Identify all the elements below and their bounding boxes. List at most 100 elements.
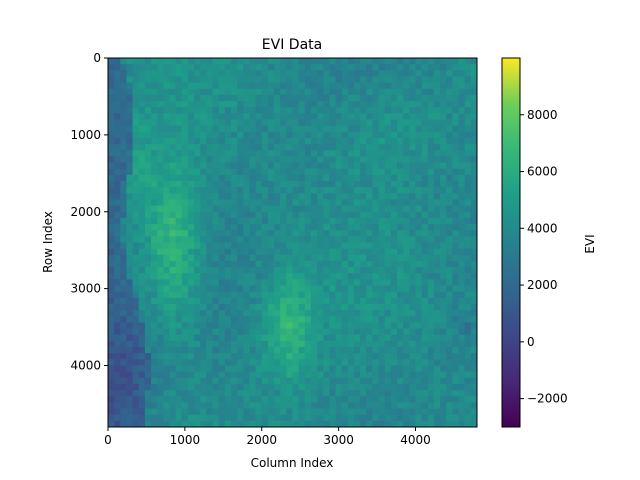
heatmap-cell <box>292 408 300 416</box>
heatmap-cell <box>427 408 435 416</box>
heatmap-cell <box>292 58 300 65</box>
heatmap-cell <box>390 125 398 133</box>
heatmap-cell <box>114 359 121 367</box>
heatmap-cell <box>403 174 410 182</box>
heatmap-cell <box>323 371 330 379</box>
heatmap-cell <box>218 390 226 397</box>
heatmap-cell <box>206 408 214 416</box>
heatmap-cell <box>237 390 244 397</box>
heatmap-cell <box>181 310 189 317</box>
heatmap-cell <box>218 420 226 427</box>
heatmap-cell <box>218 88 226 96</box>
heatmap-cell <box>274 377 281 385</box>
heatmap-cell <box>409 254 417 262</box>
heatmap-cell <box>120 217 128 225</box>
heatmap-cell <box>218 205 226 213</box>
heatmap-cell <box>372 248 380 256</box>
heatmap-cell <box>274 297 281 305</box>
heatmap-cell <box>323 144 330 151</box>
heatmap-cell <box>114 273 121 280</box>
heatmap-cell <box>433 107 441 114</box>
heatmap-cell <box>384 414 392 422</box>
heatmap-cell <box>261 390 269 397</box>
heatmap-cell <box>397 156 404 164</box>
heatmap-cell <box>317 328 324 336</box>
heatmap-cell <box>421 260 429 268</box>
heatmap-cell <box>255 248 263 256</box>
heatmap-cell <box>372 119 380 127</box>
heatmap-cell <box>157 156 164 164</box>
heatmap-cell <box>390 82 398 90</box>
heatmap-cell <box>218 211 226 219</box>
heatmap-cell <box>366 150 374 157</box>
heatmap-cell <box>440 119 447 127</box>
heatmap-cell <box>292 390 300 397</box>
heatmap-cell <box>470 150 477 157</box>
heatmap-cell <box>267 64 275 71</box>
heatmap-cell <box>132 420 140 427</box>
heatmap-cell <box>114 383 121 391</box>
heatmap-cell <box>255 273 263 280</box>
heatmap-cell <box>243 310 251 317</box>
heatmap-cell <box>114 193 121 201</box>
heatmap-cell <box>224 260 232 268</box>
heatmap-cell <box>200 64 207 71</box>
heatmap-cell <box>175 76 183 84</box>
heatmap-cell <box>440 82 447 90</box>
heatmap-cell <box>280 119 287 127</box>
heatmap-cell <box>138 420 146 427</box>
heatmap-cell <box>323 64 330 71</box>
heatmap-cell <box>384 174 392 182</box>
heatmap-cell <box>120 254 128 262</box>
heatmap-cell <box>114 310 121 317</box>
heatmap-cell <box>274 162 281 170</box>
heatmap-cell <box>280 113 287 121</box>
heatmap-cell <box>194 260 201 268</box>
heatmap-cell <box>310 377 318 385</box>
heatmap-cell <box>175 408 183 416</box>
heatmap-cell <box>132 156 140 164</box>
heatmap-cell <box>427 181 435 188</box>
heatmap-cell <box>114 254 121 262</box>
heatmap-cell <box>151 211 158 219</box>
heatmap-cell <box>372 365 380 373</box>
heatmap-cell <box>458 402 466 410</box>
plot-frame <box>107 57 478 428</box>
heatmap-cell <box>267 273 275 280</box>
heatmap-cell <box>421 94 429 102</box>
heatmap-cell <box>212 64 220 71</box>
heatmap-cell <box>329 254 337 262</box>
heatmap-cell <box>470 119 477 127</box>
heatmap-cell <box>181 383 189 391</box>
heatmap-cell <box>243 285 251 293</box>
heatmap-cell <box>452 420 460 427</box>
heatmap-cell <box>231 101 238 108</box>
heatmap-cell <box>403 267 410 274</box>
heatmap-cell <box>341 137 349 145</box>
heatmap-cell <box>151 205 158 213</box>
heatmap-cell <box>421 279 429 287</box>
heatmap-cell <box>384 150 392 157</box>
heatmap-cell <box>280 402 287 410</box>
heatmap-cell <box>212 353 220 360</box>
heatmap-cell <box>120 119 128 127</box>
heatmap-cell <box>218 304 226 311</box>
heatmap-cell <box>224 365 232 373</box>
heatmap-cell <box>427 187 435 194</box>
heatmap-cell <box>181 217 189 225</box>
heatmap-cell <box>397 113 404 121</box>
heatmap-cell <box>433 260 441 268</box>
heatmap-cell <box>310 107 318 114</box>
heatmap-cell <box>292 304 300 311</box>
heatmap-cell <box>403 377 410 385</box>
heatmap-cell <box>323 168 330 176</box>
heatmap-cell <box>274 199 281 207</box>
heatmap-cell <box>132 365 140 373</box>
heatmap-cell <box>310 248 318 256</box>
heatmap-cell <box>243 101 251 108</box>
heatmap-cell <box>433 236 441 244</box>
heatmap-cell <box>237 236 244 244</box>
heatmap-cell <box>249 211 257 219</box>
heatmap-cell <box>323 187 330 194</box>
heatmap-cell <box>132 162 140 170</box>
